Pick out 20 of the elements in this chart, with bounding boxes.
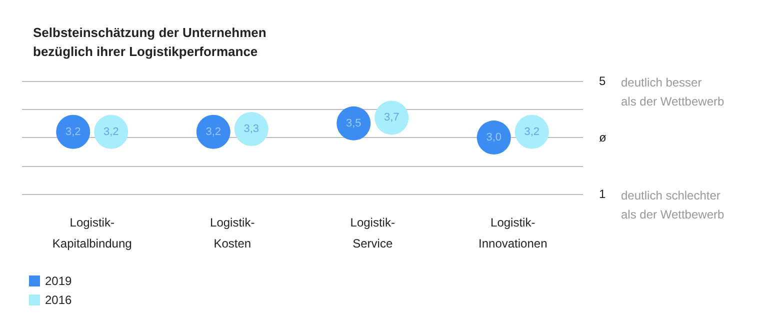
chart-title: Selbsteinschätzung der Unternehmen bezüglich ihrer Logistikperformance: [33, 25, 266, 59]
data-label: 3,2: [65, 126, 81, 138]
data-label: 3,2: [103, 126, 119, 138]
x-tick-label: Logistik- Kapitalbindung: [52, 216, 132, 250]
x-tick-label: Logistik- Service: [350, 216, 395, 250]
data-label: 3,5: [346, 117, 362, 130]
data-label: 3,7: [384, 112, 400, 124]
legend-label: 2019: [45, 274, 72, 288]
x-tick-label: Logistik- Kosten: [210, 216, 255, 250]
y-tick-label: 5: [599, 74, 606, 88]
text: deutlich schlechter als der Wettbewerb: [621, 188, 724, 222]
data-label: 3,3: [244, 123, 260, 136]
data-label: 3,2: [524, 126, 540, 138]
text: deutlich besser als der Wettbewerb: [621, 76, 724, 108]
y-tick-label: 1: [599, 187, 606, 201]
data-label: 3,2: [206, 126, 222, 138]
x-tick-label: Logistik- Innovationen: [478, 216, 548, 250]
legend-label: 2016: [45, 293, 72, 307]
data-label: 3,0: [486, 132, 502, 144]
y-tick-label: ø: [599, 130, 607, 144]
